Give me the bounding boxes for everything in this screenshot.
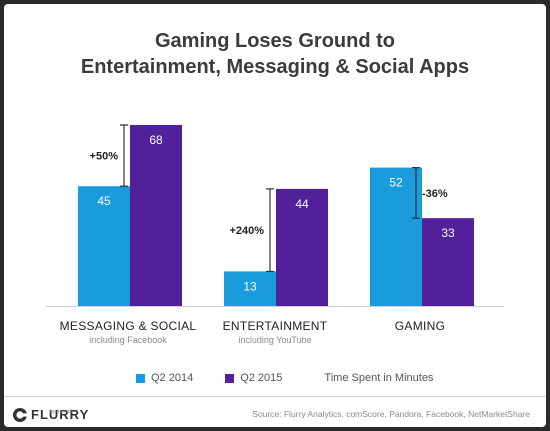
change-label-messaging: +50%: [90, 151, 119, 163]
category-label-gaming: GAMING: [394, 319, 446, 333]
legend-label-2014: Q2 2014: [151, 372, 194, 384]
legend: Q2 2014 Q2 2015 Time Spent in Minutes: [136, 372, 433, 384]
chart-title-line1: Gaming Loses Ground to: [154, 30, 395, 52]
flurry-logo-subtext: by Yahoo!: [50, 409, 73, 415]
category-label-entertainment: ENTERTAINMENT: [222, 319, 328, 333]
legend-label-2015: Q2 2015: [240, 372, 283, 384]
legend-unit-note: Time Spent in Minutes: [324, 372, 434, 384]
category-sublabel-messaging: including Facebook: [89, 335, 167, 345]
legend-swatch-2015: [225, 373, 235, 383]
bar-2015-gaming: [422, 218, 474, 306]
source-note: Source: Flurry Analytics, comScore, Pand…: [252, 409, 530, 419]
chart-title-line2: Entertainment, Messaging & Social Apps: [80, 56, 470, 78]
flurry-logo-text: FLURRY: [31, 407, 90, 422]
data-label-2014-entertainment: 13: [243, 279, 257, 293]
footer: FLURRY by Yahoo! Source: Flurry Analytic…: [4, 396, 546, 427]
legend-swatch-2014: [136, 373, 145, 383]
category-sublabel-entertainment: including YouTube: [238, 335, 312, 345]
bar-2015-messaging: [130, 125, 182, 306]
change-label-entertainment: +240%: [229, 225, 264, 237]
flurry-logo: FLURRY: [12, 407, 89, 423]
chart-card: Gaming Loses Ground to Entertainment, Me…: [4, 4, 546, 427]
bar-chart: 45 68 +50% 13 44 +240% 52 33 -36%: [46, 124, 504, 307]
chart-title: Gaming Loses Ground to Entertainment, Me…: [4, 28, 546, 80]
data-label-2015-gaming: 33: [441, 226, 455, 240]
bar-2014-gaming: [370, 167, 422, 306]
data-label-2015-messaging: 68: [149, 133, 163, 147]
flurry-logo-icon: [13, 408, 27, 422]
bar-2014-messaging: [78, 186, 130, 306]
category-label-messaging: MESSAGING & SOCIAL: [59, 319, 197, 333]
data-label-2015-entertainment: 44: [295, 197, 309, 211]
data-label-2014-messaging: 45: [97, 194, 111, 208]
bar-2014-entertainment: [224, 271, 276, 306]
bar-2015-entertainment: [276, 188, 328, 306]
change-label-gaming: -36%: [422, 188, 448, 200]
data-label-2014-gaming: 52: [389, 176, 403, 190]
